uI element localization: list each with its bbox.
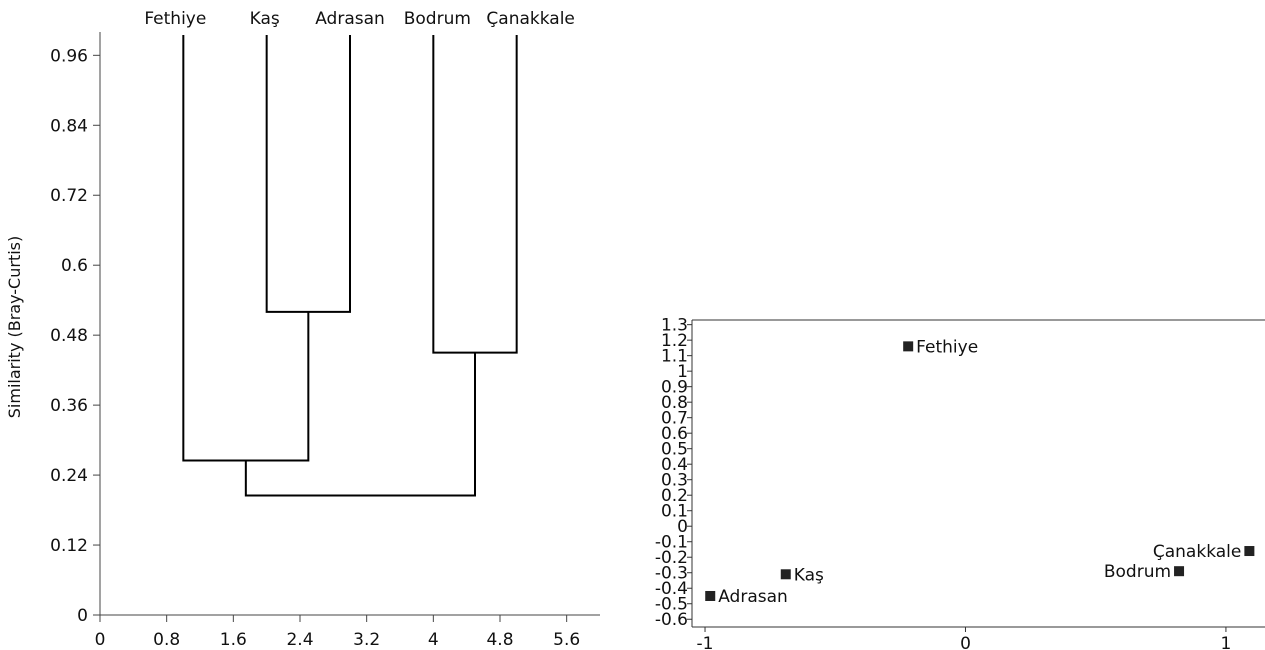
dendrogram-y-tick-label: 0.96: [50, 46, 88, 66]
dendrogram-x-tick-label: 0.8: [153, 630, 180, 650]
scatter-point-marker: [705, 590, 716, 601]
scatter-y-tick-label: 0.8: [661, 393, 688, 413]
dendrogram-leaf-labels: Fethiye Kaş Adrasan Bodrum Çanakkale: [144, 9, 575, 29]
dendrogram-leaf-label: Fethiye: [144, 9, 206, 29]
scatter-y-tick-label: 0.9: [661, 378, 688, 398]
scatter-y-tick-label: 0.6: [661, 424, 688, 444]
scatter-point-marker: [903, 341, 914, 352]
scatter-y-tick-label: 0.5: [661, 440, 688, 460]
dendrogram-y-tick-label: 0: [77, 606, 88, 626]
scatter-y-tick-label: 1.1: [661, 347, 688, 367]
scatter-x-tick-label: 0: [960, 634, 971, 650]
dendrogram-link: [182, 35, 310, 462]
dendrogram-y-tick-label: 0.84: [50, 116, 88, 136]
dendrogram-y-tick-label: 0.24: [50, 466, 88, 486]
dendrogram-y-tick-label: 0.48: [50, 326, 88, 346]
dendrogram-leaf-label: Çanakkale: [486, 9, 574, 29]
scatter-y-tick-label: 0: [677, 517, 688, 537]
scatter-point-label: Adrasan: [718, 587, 788, 607]
scatter-point-label: Kaş: [794, 565, 824, 585]
dendrogram-x-tick-label: 0: [95, 630, 106, 650]
scatter-y-tick-label: 0.3: [661, 471, 688, 491]
scatter-y-tick-label: 0.4: [661, 455, 688, 475]
dendrogram-x-tick-label: 3.2: [353, 630, 380, 650]
scatter-y-tick-label: 1: [677, 362, 688, 382]
dendrogram-leaf-label: Kaş: [250, 9, 280, 29]
scatter-point-label: Fethiye: [916, 337, 978, 357]
dendrogram-y-tick-label: 0.12: [50, 536, 88, 556]
scatter-y-tick-label: 0.7: [661, 409, 688, 429]
dendrogram-x-tick-label: 4: [428, 630, 439, 650]
scatter-x-tick-label: -1: [697, 634, 714, 650]
scatter-y-tick-label: 0.1: [661, 502, 688, 522]
dendrogram-y-axis-label: Similarity (Bray-Curtis): [5, 236, 24, 418]
dendrogram-x-tick-label: 1.6: [220, 630, 247, 650]
scatter-axes: [691, 319, 1265, 628]
dendrogram-ticks: 0 0.12 0.24 0.36 0.48 0.6 0.72 0.84 0.96 0 0.8 1.6 2…: [50, 46, 580, 650]
scatter-y-tick-label: -0.6: [655, 610, 688, 630]
dendrogram-y-tick-label: 0.36: [50, 396, 88, 416]
dendrogram-y-tick-label: 0.6: [61, 256, 88, 276]
scatter-point-label: Çanakkale: [1153, 542, 1241, 562]
scatter-point-marker: [780, 569, 791, 580]
dendrogram-y-tick-label: 0.72: [50, 186, 88, 206]
dendrogram-x-tick-label: 4.8: [486, 630, 513, 650]
scatter-x-tick-label: 1: [1221, 634, 1232, 650]
dendrogram-link: [244, 352, 476, 497]
scatter-point-marker: [1244, 546, 1255, 557]
dendrogram-link: [265, 35, 351, 313]
scatter-y-tick-label: -0.1: [655, 533, 688, 553]
dendrogram-link: [432, 35, 518, 354]
scatter-y-tick-label: -0.5: [655, 595, 688, 615]
scatter-y-tick-label: -0.2: [655, 548, 688, 568]
scatter-point-label: Bodrum: [1104, 562, 1171, 582]
dendrogram-axes: [99, 32, 600, 616]
scatter-y-tick-label: 1.2: [661, 331, 688, 351]
dendrogram-chart: Similarity (Bray-Curtis) 0 0.12 0.24 0.36 0.…: [5, 9, 600, 650]
scatter-ticks: 1.31.21.110.90.80.70.60.50.40.30.20.10-0…: [655, 316, 1232, 650]
dendrogram-x-tick-label: 2.4: [286, 630, 313, 650]
dendrogram-links: [182, 35, 518, 497]
scatter-y-tick-label: -0.4: [655, 579, 688, 599]
scatter-point-marker: [1174, 566, 1185, 577]
dendrogram-leaf-label: Bodrum: [404, 9, 471, 29]
scatter-y-tick-label: 1.3: [661, 316, 688, 336]
ordination-scatter-chart: 1.31.21.110.90.80.70.60.50.40.30.20.10-0…: [655, 316, 1265, 650]
dendrogram-leaf-label: Adrasan: [315, 9, 385, 29]
scatter-y-tick-label: -0.3: [655, 564, 688, 584]
dendrogram-x-tick-label: 5.6: [553, 630, 580, 650]
scatter-y-tick-label: 0.2: [661, 486, 688, 506]
